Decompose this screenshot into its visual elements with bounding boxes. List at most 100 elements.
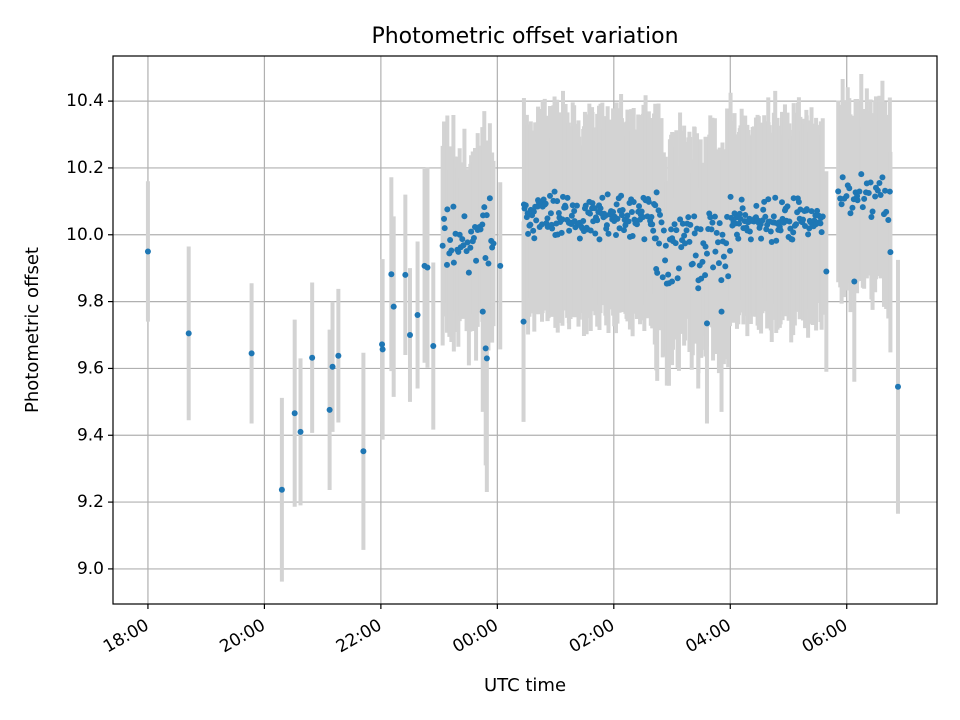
data-point	[656, 240, 663, 247]
data-point	[713, 229, 720, 236]
data-point	[628, 209, 635, 216]
data-point	[390, 303, 397, 310]
data-point	[473, 257, 480, 264]
data-point	[447, 236, 454, 243]
data-point	[736, 210, 743, 217]
data-point	[597, 205, 604, 212]
y-tick-label: 9.8	[77, 292, 104, 312]
data-point	[326, 406, 333, 413]
data-point	[645, 198, 652, 205]
data-point	[542, 200, 549, 207]
data-point	[465, 269, 472, 276]
plot-frame	[112, 55, 938, 605]
data-point	[720, 253, 727, 260]
data-point	[683, 227, 690, 234]
data-point	[679, 220, 686, 227]
data-point	[814, 207, 821, 214]
data-point	[531, 235, 538, 242]
data-point	[530, 208, 537, 215]
data-point	[549, 225, 556, 232]
data-point	[648, 214, 655, 221]
data-point	[459, 236, 466, 243]
data-point	[686, 238, 693, 245]
data-point	[630, 198, 637, 205]
data-point	[649, 221, 656, 228]
data-point	[486, 195, 493, 202]
data-point	[708, 226, 715, 233]
data-point	[668, 226, 675, 233]
data-point	[586, 210, 593, 217]
data-point	[470, 235, 477, 242]
data-point	[589, 200, 596, 207]
data-point	[483, 355, 490, 362]
data-point	[879, 174, 886, 181]
data-point	[710, 264, 717, 271]
data-point	[662, 257, 669, 264]
data-point	[605, 230, 612, 237]
data-point	[613, 231, 620, 238]
data-point	[544, 215, 551, 222]
data-point	[591, 205, 598, 212]
data-point	[817, 220, 824, 227]
data-point	[773, 237, 780, 244]
data-point	[185, 330, 192, 337]
data-point	[560, 193, 567, 200]
data-point	[838, 201, 845, 208]
data-point	[795, 199, 802, 206]
data-point	[847, 210, 854, 217]
data-point	[687, 221, 694, 228]
data-point	[712, 248, 719, 255]
data-point	[360, 448, 367, 455]
data-point	[886, 188, 893, 195]
data-point	[835, 188, 842, 195]
data-point	[846, 185, 853, 192]
data-point	[596, 236, 603, 243]
data-point	[805, 231, 812, 238]
data-point	[739, 205, 746, 212]
data-point	[858, 171, 865, 178]
data-point	[735, 220, 742, 227]
data-point	[610, 208, 617, 215]
data-point	[872, 193, 879, 200]
data-point	[793, 221, 800, 228]
data-point	[614, 215, 621, 222]
data-point	[658, 219, 665, 226]
data-point	[675, 265, 682, 272]
data-point	[665, 271, 672, 278]
x-axis-label: UTC time	[484, 675, 566, 696]
data-point	[789, 236, 796, 243]
data-point	[719, 231, 726, 238]
data-point	[587, 227, 594, 234]
data-point	[672, 240, 679, 247]
data-point	[468, 228, 475, 235]
data-point	[656, 211, 663, 218]
data-point	[869, 208, 876, 215]
y-tick-label: 9.6	[77, 358, 104, 378]
data-point	[599, 194, 606, 201]
data-point	[650, 227, 657, 234]
data-point	[723, 240, 730, 247]
data-point	[877, 192, 884, 199]
data-point	[530, 227, 537, 234]
data-point	[707, 214, 714, 221]
data-point	[618, 212, 625, 219]
data-point	[882, 187, 889, 194]
data-point	[691, 213, 698, 220]
data-point	[760, 206, 767, 213]
data-point	[558, 229, 565, 236]
data-point	[709, 219, 716, 226]
data-point	[714, 239, 721, 246]
data-point	[633, 221, 640, 228]
data-point	[885, 217, 892, 224]
data-point	[638, 208, 645, 215]
data-point	[698, 275, 705, 282]
data-point	[388, 271, 395, 278]
data-point	[702, 243, 709, 250]
data-point	[479, 308, 486, 315]
data-point	[573, 202, 580, 209]
y-tick-label: 10.4	[66, 91, 104, 111]
data-point	[483, 212, 490, 219]
data-point	[652, 202, 659, 209]
data-point	[571, 208, 578, 215]
